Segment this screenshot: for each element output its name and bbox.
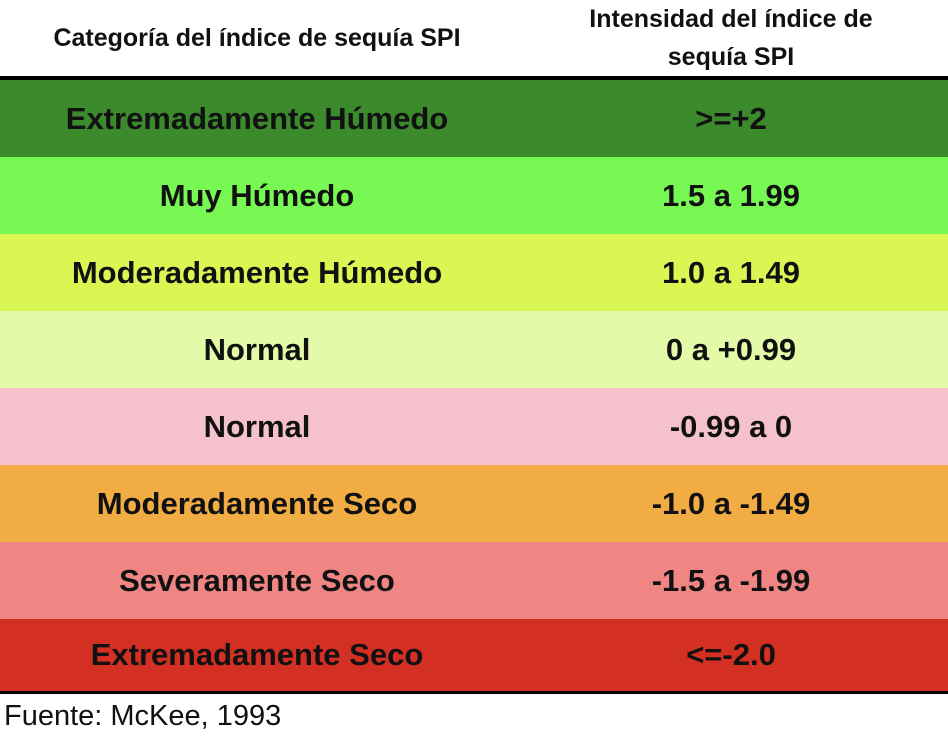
table-row: Normal 0 a +0.99 (0, 311, 948, 388)
intensity-cell: 1.5 a 1.99 (662, 177, 800, 213)
category-cell: Severamente Seco (119, 562, 395, 598)
table-row: Normal -0.99 a 0 (0, 388, 948, 465)
header-cell: Intensidad del índice de sequía SPI (589, 5, 873, 71)
intensity-cell: 0 a +0.99 (665, 331, 797, 367)
category-cell: Normal (203, 408, 311, 444)
bottom-rule (0, 691, 948, 694)
category-cell: Extremadamente Seco (90, 637, 424, 672)
category-cell: Muy Húmedo (159, 177, 355, 213)
category-cell: Extremadamente Húmedo (65, 100, 449, 136)
table-row: Severamente Seco -1.5 a -1.99 (0, 542, 948, 619)
table-row: Moderadamente Húmedo 1.0 a 1.49 (0, 234, 948, 311)
source-note: Fuente: McKee, 1993 (4, 700, 282, 732)
header-cell: Categoría del índice de sequía SPI (53, 24, 461, 52)
table-row: Extremadamente Húmedo >=+2 (0, 80, 948, 157)
intensity-cell: <=-2.0 (686, 637, 776, 672)
table-row: Muy Húmedo 1.5 a 1.99 (0, 157, 948, 234)
table-row: Extremadamente Seco <=-2.0 (0, 619, 948, 691)
category-cell: Moderadamente Seco (96, 485, 418, 521)
intensity-cell: -0.99 a 0 (669, 408, 793, 444)
intensity-cell: -1.5 a -1.99 (651, 562, 811, 598)
table-row: Moderadamente Seco -1.0 a -1.49 (0, 465, 948, 542)
category-cell: Normal (203, 331, 311, 367)
intensity-cell: >=+2 (695, 100, 767, 136)
intensity-cell: -1.0 a -1.49 (651, 485, 811, 521)
header-rule (0, 76, 948, 80)
category-cell: Moderadamente Húmedo (71, 254, 443, 290)
intensity-cell: 1.0 a 1.49 (662, 254, 800, 290)
